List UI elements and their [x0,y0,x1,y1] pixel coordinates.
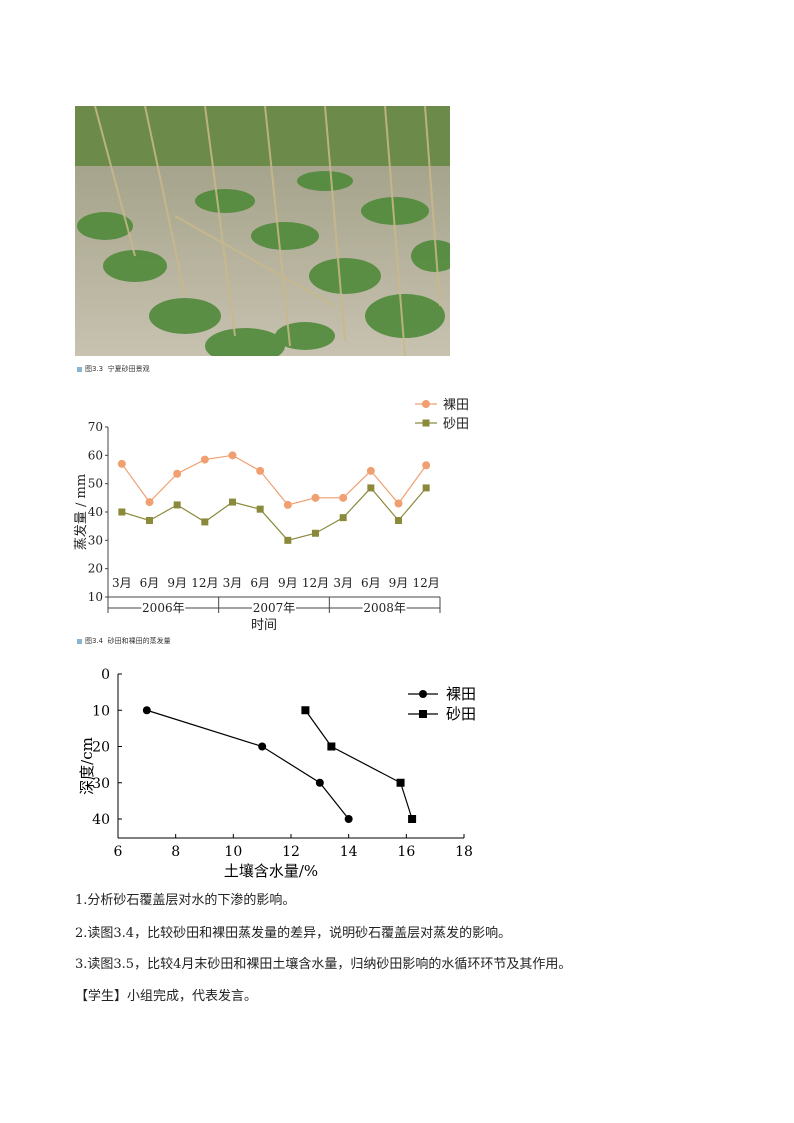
legend-label-sand-field: 砂田 [443,417,469,432]
x-tick-label: 12月 [302,576,329,590]
data-point-bare-field [394,499,403,508]
legend-marker-bare-field [422,400,430,408]
y-tick-label: 40 [92,812,110,828]
data-point-bare-field [283,500,292,509]
data-point-bare-field [117,459,126,468]
data-point-sand-field [173,501,181,509]
caption-marker-icon [77,366,82,372]
y-axis-title: 深度/cm [78,737,96,795]
y-tick-label: 60 [88,448,103,462]
x-tick-label: 3月 [112,576,132,590]
figure-3-4-caption: 图3.4 砂田和裸田的蒸发量 [77,636,171,646]
x-tick-label: 3月 [333,576,353,590]
data-point-bare-field [200,455,209,464]
x-tick-label: 12月 [191,576,218,590]
data-point-sand-field [118,508,126,516]
legend-label-sand-field: 砂田 [446,705,476,723]
series-line-bare-field [121,454,427,506]
y-tick-label: 30 [88,533,103,547]
series-line-sand-field [304,709,413,820]
legend-marker-bare-field [419,690,427,698]
x-axis-title: 土壤含水量/% [224,862,318,880]
series-line-sand-field [121,487,427,542]
y-tick-label: 0 [101,667,110,683]
data-point-sand-field [301,706,310,715]
y-tick-label: 20 [88,562,103,576]
caption-marker-icon [77,638,82,644]
year-label: 2007年 [253,601,296,615]
x-tick-label: 9月 [278,576,298,590]
x-tick-label: 6月 [361,576,381,590]
x-tick-label: 6月 [250,576,270,590]
data-point-bare-field [339,493,348,502]
data-point-sand-field [256,505,264,513]
evaporation-chart: 10 20 30 40 50 60 70 蒸发量 / mm 3月 6月 9月 12月 3月 6月 9月 12月… [73,398,469,633]
student-instruction: 【学生】小组完成，代表发言。 [75,989,258,1004]
data-point-sand-field [284,536,292,544]
data-point-bare-field [315,778,324,787]
y-axis-title: 蒸发量 / mm [73,474,89,550]
data-point-sand-field [422,484,430,492]
data-point-sand-field [396,778,405,787]
y-tick-label: 20 [92,740,110,756]
y-tick-label: 40 [88,505,103,519]
year-label: 2006年 [142,601,185,615]
data-point-bare-field [256,466,265,475]
data-point-bare-field [228,451,237,460]
y-tick-label: 10 [92,703,110,719]
y-tick-label: 70 [88,420,103,434]
y-tick-label: 10 [88,590,103,604]
data-point-sand-field [339,514,347,522]
series-line-bare-field [146,709,350,820]
data-point-sand-field [327,742,336,751]
data-point-sand-field [408,815,417,823]
y-tick-label: 30 [92,776,110,792]
data-point-bare-field [366,466,375,475]
x-tick-label: 12 [282,844,300,860]
x-tick-label: 16 [397,844,415,860]
data-point-bare-field [258,742,267,751]
x-tick-label: 8 [171,844,180,860]
figure-3-3-caption: 图3.3 宁夏砂田景观 [77,364,150,374]
data-point-sand-field [229,498,236,506]
y-tick-label: 50 [88,477,103,491]
data-point-sand-field [312,529,319,537]
x-tick-label: 12月 [413,576,440,590]
question-1: 1.分析砂石覆盖层对水的下渗的影响。 [75,893,296,908]
data-point-sand-field [146,517,153,524]
x-tick-label: 6月 [140,576,160,590]
x-tick-label: 10 [224,844,242,860]
x-tick-label: 3月 [223,576,243,590]
question-2: 2.读图3.4，比较砂田和裸田蒸发量的差异，说明砂石覆盖层对蒸发的影响。 [75,926,512,941]
data-point-bare-field [142,706,151,715]
x-tick-label: 14 [340,844,358,860]
data-point-bare-field [344,815,353,823]
legend-label-bare-field: 裸田 [443,398,469,413]
data-point-bare-field [173,469,182,478]
legend-label-bare-field: 裸田 [446,685,476,703]
data-point-bare-field [422,461,431,470]
data-point-sand-field [395,517,402,524]
data-point-bare-field [145,498,154,507]
data-point-sand-field [367,484,375,492]
x-tick-label: 9月 [389,576,409,590]
x-tick-label: 9月 [167,576,187,590]
question-3: 3.读图3.5，比较4月末砂田和裸田土壤含水量，归纳砂田影响的水循环环节及其作用… [75,957,572,972]
x-tick-label: 18 [455,844,473,860]
data-point-sand-field [201,518,209,526]
x-axis-title: 时间 [251,618,277,633]
sand-field-photo [75,106,450,356]
data-point-bare-field [311,493,320,502]
x-tick-label: 6 [114,844,123,860]
year-label: 2008年 [363,601,406,615]
legend-marker-sand-field [422,419,430,427]
legend-marker-sand-field [419,710,427,718]
